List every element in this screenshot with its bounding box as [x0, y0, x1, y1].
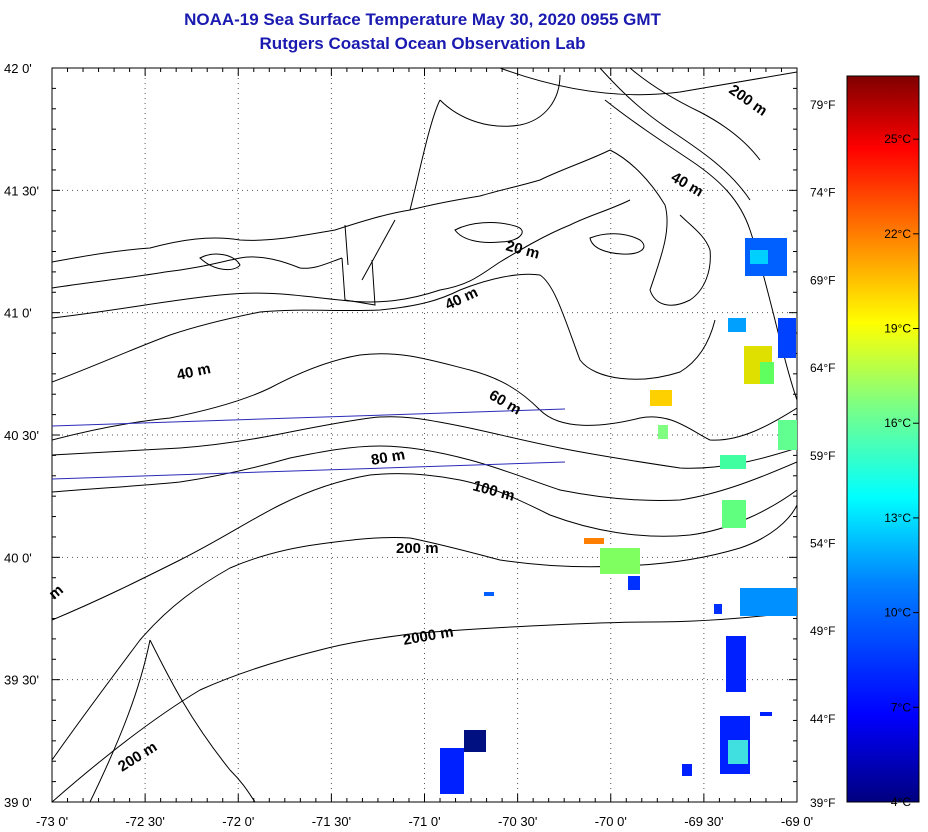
sst-patch: [728, 318, 746, 332]
contour-gulf-maine: [499, 68, 797, 201]
graticule: [52, 68, 797, 802]
coastline-martha-vineyard: [454, 222, 523, 243]
celsius-label: 25°C: [884, 132, 911, 146]
coastline-nantucket: [589, 233, 645, 255]
longitude-label: -69 30': [684, 814, 723, 829]
sst-patch: [650, 390, 672, 406]
sst-patches: [440, 238, 797, 794]
longitude-label: -73 0': [36, 814, 68, 829]
contour-20m: [52, 199, 631, 319]
celsius-label: 19°C: [884, 322, 911, 336]
transect-line-south: [52, 461, 566, 480]
fahrenheit-labels: 79°F 74°F 69°F 64°F 59°F 54°F 49°F 44°F 39°F: [810, 98, 835, 810]
map-subtitle: Rutgers Coastal Ocean Observation Lab: [259, 34, 586, 53]
sst-patch: [440, 748, 464, 794]
fahrenheit-label: 39°F: [810, 796, 835, 810]
latitude-label: 39 0': [4, 795, 32, 810]
fahrenheit-label: 79°F: [810, 98, 835, 112]
longitude-label: -71 0': [408, 814, 440, 829]
colorbar-ticks: [913, 138, 919, 803]
sst-patch: [750, 250, 768, 264]
sst-patch: [760, 712, 772, 716]
coastline-long-island: [52, 256, 343, 289]
longitude-label: -69 0': [781, 814, 813, 829]
sst-patch: [728, 740, 748, 764]
sst-patch: [740, 588, 797, 616]
depth-label: 40 m: [668, 169, 706, 201]
sst-patch: [778, 318, 796, 358]
depth-label: 2000 m: [402, 623, 455, 649]
depth-label: 40 m: [175, 360, 212, 384]
depth-label: 100 m: [471, 477, 516, 504]
sst-patch: [628, 576, 640, 590]
transect-line-north: [52, 408, 566, 427]
fahrenheit-label: 69°F: [810, 273, 835, 287]
contour-canyon: [89, 639, 256, 802]
fahrenheit-label: 64°F: [810, 361, 835, 375]
colorbar: [846, 75, 920, 803]
longitude-label: -72 30': [125, 814, 164, 829]
fahrenheit-label: 44°F: [810, 712, 835, 726]
latitude-labels: 42 0' 41 30' 41 0' 40 30' 40 0' 39 30' 39 0': [4, 61, 39, 810]
longitude-labels: -73 0' -72 30' -72 0' -71 30' -71 0' -70 30' -…: [36, 814, 813, 829]
celsius-label: 10°C: [884, 606, 911, 620]
longitude-label: -70 0': [595, 814, 627, 829]
depth-label: m: [46, 581, 67, 603]
depth-label: 200 m: [726, 81, 771, 119]
depth-label: 200 m: [396, 540, 439, 557]
latitude-label: 40 30': [4, 428, 39, 443]
contour-200m: [52, 504, 797, 761]
celsius-labels: 25°C 22°C 19°C 16°C 13°C 10°C 7°C 4°C: [884, 132, 911, 809]
celsius-label: 4°C: [891, 795, 911, 809]
coastline-cape-cod: [609, 149, 711, 306]
map-title: NOAA-19 Sea Surface Temperature May 30, …: [184, 10, 661, 29]
contour-60m: [52, 416, 797, 469]
longitude-label: -72 0': [222, 814, 254, 829]
sst-patch: [658, 425, 668, 439]
sst-patch: [714, 604, 722, 614]
sst-patch: [484, 592, 494, 596]
latitude-label: 40 0': [4, 550, 32, 565]
sst-patch: [464, 730, 486, 752]
fahrenheit-label: 49°F: [810, 624, 835, 638]
coastline-massachusetts: [409, 74, 561, 211]
contour-40m-shelf: [52, 353, 797, 441]
sst-patch: [778, 420, 797, 450]
contour-2000m: [52, 611, 797, 802]
fahrenheit-label: 54°F: [810, 536, 835, 550]
coastline-connecticut: [52, 149, 611, 263]
longitude-label: -71 30': [312, 814, 351, 829]
latitude-label: 41 0': [4, 306, 32, 321]
sst-patch: [720, 455, 746, 469]
celsius-label: 22°C: [884, 227, 911, 241]
contour-40m-north: [52, 273, 716, 383]
sst-patch: [600, 548, 640, 574]
fahrenheit-label: 59°F: [810, 449, 835, 463]
celsius-label: 16°C: [884, 416, 911, 430]
contour-80m: [52, 445, 797, 502]
latitude-label: 39 30': [4, 673, 39, 688]
coastline-narragansett: [341, 219, 396, 306]
contour-100m: [52, 473, 797, 621]
latitude-label: 42 0': [4, 61, 32, 76]
sst-patch: [682, 764, 692, 776]
depth-label: 80 m: [370, 446, 407, 469]
sst-patch: [584, 538, 604, 544]
celsius-label: 7°C: [891, 700, 911, 714]
latitude-label: 41 30': [4, 183, 39, 198]
fahrenheit-label: 74°F: [810, 186, 835, 200]
sst-patch: [760, 362, 774, 384]
coastline-block-island: [199, 253, 241, 271]
celsius-label: 13°C: [884, 511, 911, 525]
sst-patch: [726, 636, 746, 692]
longitude-label: -70 30': [498, 814, 537, 829]
sst-patch: [722, 500, 746, 528]
